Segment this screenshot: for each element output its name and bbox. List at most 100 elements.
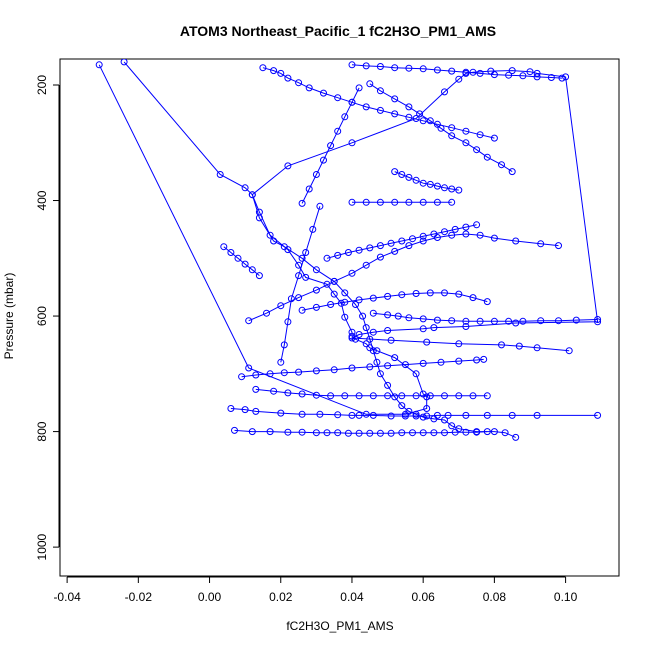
data-point <box>391 110 399 118</box>
series-line <box>373 312 598 322</box>
data-point <box>302 249 310 256</box>
data-point <box>462 230 470 238</box>
series-line <box>326 224 477 259</box>
data-point <box>391 64 399 72</box>
data-point <box>252 371 260 379</box>
data-point <box>391 168 399 176</box>
data-point <box>312 367 320 375</box>
data-point <box>316 202 324 210</box>
data-point <box>362 198 370 206</box>
data-point <box>594 318 602 326</box>
series-line <box>301 87 360 204</box>
data-point <box>344 249 352 256</box>
data-point <box>216 171 224 178</box>
data-point <box>348 411 356 419</box>
data-point <box>295 368 303 376</box>
series-line <box>98 64 599 415</box>
data-point <box>309 225 317 233</box>
data-point <box>227 405 235 412</box>
data-point <box>398 171 406 178</box>
data-series <box>369 309 602 325</box>
data-point <box>298 428 306 436</box>
data-point <box>373 358 381 366</box>
data-point <box>248 428 256 436</box>
x-tick-label: 0.06 <box>411 590 435 604</box>
x-tick-label: 0.10 <box>554 590 578 604</box>
data-point <box>455 290 463 298</box>
data-point <box>366 80 374 88</box>
data-point <box>334 411 342 419</box>
data-series <box>120 59 520 441</box>
data-point <box>419 429 427 437</box>
data-point <box>409 235 416 243</box>
data-point <box>547 74 555 81</box>
data-point <box>298 390 306 398</box>
x-axis-label: fC2H3O_PM1_AMS <box>286 619 393 633</box>
data-point <box>355 429 363 437</box>
data-point <box>369 309 377 317</box>
data-point <box>259 64 267 72</box>
data-point <box>498 161 505 169</box>
data-point <box>444 411 452 419</box>
data-point <box>455 186 463 194</box>
data-point <box>373 347 381 355</box>
data-point <box>419 315 427 323</box>
data-point <box>366 244 374 252</box>
data-point <box>555 317 562 325</box>
data-point <box>334 251 342 259</box>
data-series <box>348 198 456 206</box>
data-point <box>355 331 363 338</box>
data-point <box>398 237 406 245</box>
data-point <box>441 88 448 96</box>
data-point <box>462 127 470 135</box>
data-point <box>312 286 320 294</box>
data-point <box>387 429 395 437</box>
data-point <box>462 317 470 325</box>
data-point <box>462 68 470 76</box>
data-point <box>594 411 602 419</box>
data-point <box>330 290 338 298</box>
data-point <box>430 230 438 238</box>
data-point <box>295 272 303 280</box>
data-point <box>348 364 356 372</box>
plot-frame <box>59 58 620 577</box>
data-point <box>448 185 456 193</box>
series-line <box>280 206 321 363</box>
data-point <box>341 113 349 121</box>
y-tick-label: 600 <box>35 306 49 326</box>
data-point <box>384 392 392 400</box>
data-point <box>451 225 459 233</box>
data-point <box>405 198 413 206</box>
data-point <box>348 139 356 147</box>
data-point <box>295 79 303 87</box>
data-point <box>270 237 278 245</box>
series-line <box>248 233 559 322</box>
data-point <box>490 428 498 436</box>
chart-title: ATOM3 Northeast_Pacific_1 fC2H3O_PM1_AMS <box>180 23 496 39</box>
data-point <box>263 309 270 317</box>
data-point <box>426 392 434 400</box>
data-point <box>533 73 541 81</box>
data-point <box>433 198 441 206</box>
data-point <box>384 381 392 389</box>
data-point <box>483 428 491 436</box>
data-point <box>391 247 399 255</box>
data-point <box>391 198 399 206</box>
data-point <box>355 392 363 400</box>
data-point <box>455 357 463 365</box>
x-tick-label: 0.08 <box>483 590 507 604</box>
data-point <box>451 428 459 436</box>
data-point <box>334 127 342 135</box>
data-point <box>352 301 359 308</box>
data-point <box>512 237 520 245</box>
data-point <box>298 254 306 262</box>
data-point <box>448 198 456 206</box>
data-point <box>426 289 434 297</box>
data-point <box>287 295 295 303</box>
data-point <box>462 139 470 147</box>
data-point <box>405 64 413 72</box>
data-series <box>298 289 491 314</box>
data-point <box>355 296 363 304</box>
data-point <box>266 231 274 239</box>
